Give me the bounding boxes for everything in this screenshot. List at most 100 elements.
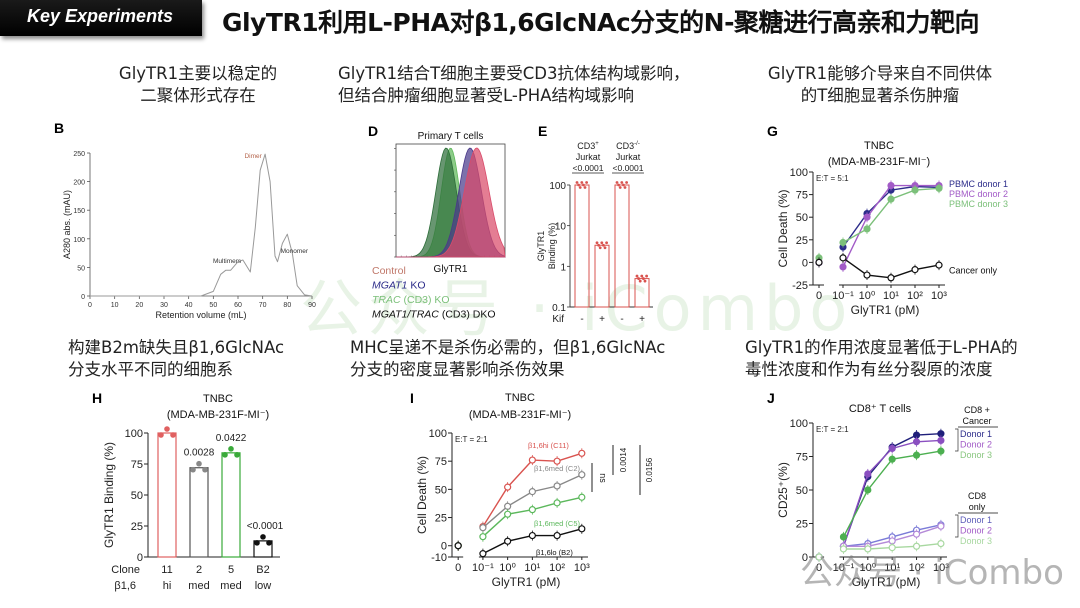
data-point bbox=[553, 457, 561, 465]
caption-line: GlyTR1主要以稳定的 bbox=[118, 64, 278, 83]
y-tick-label: 250 bbox=[73, 151, 85, 158]
data-point bbox=[504, 537, 512, 545]
annotation-multimers: Multimers bbox=[213, 258, 242, 265]
y-tick-label: 100 bbox=[73, 237, 85, 244]
y-tick-label: 200 bbox=[73, 180, 85, 187]
data-point bbox=[864, 486, 872, 494]
data-point bbox=[637, 277, 640, 280]
data-point bbox=[839, 254, 847, 262]
bar bbox=[614, 184, 630, 308]
data-point bbox=[911, 186, 919, 194]
data-point bbox=[595, 241, 599, 245]
data-point bbox=[887, 274, 895, 282]
y-axis-label: Cell Death (%) bbox=[776, 189, 790, 267]
legend-item: PBMC donor 2 bbox=[949, 189, 1008, 199]
y-tick-label: 150 bbox=[73, 208, 85, 215]
data-point bbox=[864, 545, 872, 553]
y-tick-label: 100 bbox=[790, 167, 808, 179]
x-tick-label: + bbox=[639, 314, 645, 325]
row-label: Kif bbox=[552, 314, 564, 325]
caption-line: 二聚体形式存在 bbox=[140, 86, 256, 105]
data-point bbox=[839, 533, 848, 541]
y-tick-label: -10 bbox=[431, 552, 447, 564]
legend-item: Donor 1 bbox=[960, 515, 992, 525]
data-point bbox=[622, 183, 625, 187]
x-tick-label: 70 bbox=[259, 302, 267, 309]
y-tick-label: 1 bbox=[560, 262, 566, 273]
x-tick-label: 90 bbox=[308, 302, 316, 309]
caption-bottom-right: GlyTR1的作用浓度显著低于L-PHA的 毒性浓度和作为有丝分裂原的浓度 bbox=[745, 337, 1018, 381]
data-point bbox=[254, 540, 260, 546]
series-label: β1,6lo (B2) bbox=[536, 548, 573, 557]
bar bbox=[157, 432, 177, 558]
data-point bbox=[603, 246, 607, 250]
y-tick-label: 10 bbox=[555, 222, 567, 233]
data-point bbox=[454, 542, 462, 550]
data-point bbox=[937, 522, 945, 530]
y-tick-label: 50 bbox=[435, 484, 447, 496]
p-value: 0.0028 bbox=[184, 448, 215, 459]
panel-label: H bbox=[92, 390, 102, 406]
chart-panel-e: E CD3+Jurkat<0.0001CD3-/-Jurkat<0.00010.… bbox=[536, 123, 653, 325]
x-tick-label: 80 bbox=[283, 302, 291, 309]
data-point bbox=[643, 279, 647, 283]
x-tick-label: 60 bbox=[234, 302, 242, 309]
panel-label: E bbox=[538, 123, 547, 139]
beta-level-label: med bbox=[220, 580, 241, 592]
legend-item: MGAT1/TRAC (CD3) DKO bbox=[372, 309, 496, 321]
legend-item: TRAC (CD3) KO bbox=[372, 294, 450, 306]
bar bbox=[594, 244, 610, 308]
data-point bbox=[228, 446, 234, 452]
legend-item: Donor 3 bbox=[960, 450, 992, 460]
data-point bbox=[577, 183, 580, 187]
x-tick-label: 10⁻¹ bbox=[472, 562, 494, 574]
caption-line: GlyTR1的作用浓度显著低于L-PHA的 bbox=[745, 338, 1018, 357]
data-point bbox=[888, 444, 896, 453]
significance-ns: ns bbox=[598, 473, 608, 483]
x-tick-label: 10¹ bbox=[883, 290, 899, 302]
chart-panel-g: G TNBC (MDA-MB-231F-MI⁻) -25 0 25 50 75 100 0 10⁻… bbox=[767, 123, 1008, 317]
data-point bbox=[578, 493, 586, 501]
legend-item-cancer-only: Cancer only bbox=[949, 266, 998, 276]
y-tick-label: 50 bbox=[77, 265, 85, 272]
data-point bbox=[937, 447, 945, 455]
y-tick-label: -25 bbox=[792, 280, 808, 292]
x-tick-label: 10⁻¹ bbox=[832, 290, 854, 302]
data-point bbox=[504, 502, 512, 510]
group-label: CD3+ bbox=[577, 141, 599, 151]
data-point bbox=[839, 263, 847, 271]
caption-line: 分支水平不同的细胞系 bbox=[68, 360, 233, 379]
x-tick-label: - bbox=[580, 314, 583, 325]
data-point bbox=[266, 540, 272, 546]
annotation-monomer: Monomer bbox=[281, 248, 309, 255]
data-point bbox=[578, 525, 586, 533]
x-tick-label: 10⁰ bbox=[499, 562, 516, 574]
x-axis-label: GlyTR1 (pM) bbox=[851, 303, 920, 317]
x-tick-label: 0 bbox=[88, 302, 92, 309]
series-label: β1,6hi (C11) bbox=[528, 441, 569, 450]
data-point bbox=[887, 195, 895, 203]
caption-line: GlyTR1能够介导来自不同供体 bbox=[767, 64, 993, 83]
data-point bbox=[597, 243, 600, 247]
legend-group-title: only bbox=[969, 502, 986, 512]
data-point bbox=[912, 542, 921, 550]
data-point bbox=[598, 246, 602, 250]
chart-title: CD8⁺ T cells bbox=[849, 403, 912, 415]
data-point bbox=[615, 181, 619, 184]
legend-item: Donor 3 bbox=[960, 536, 992, 546]
data-point bbox=[605, 241, 608, 245]
group-label: CD3-/- bbox=[616, 141, 640, 151]
watermark: 公众号 · iCombo bbox=[300, 272, 854, 345]
y-axis-label: CD25⁺(%) bbox=[776, 462, 790, 518]
data-point bbox=[635, 274, 639, 278]
data-point bbox=[578, 471, 586, 479]
histogram-3 bbox=[396, 147, 506, 258]
y-axis-label-1: GlyTR1 bbox=[536, 231, 546, 262]
clone-label: B2 bbox=[256, 564, 269, 576]
data-point bbox=[164, 426, 170, 432]
annotation-dimer: Dimer bbox=[244, 153, 262, 160]
page-title: GlyTR1利用L-PHA对β1,6GlcNAc分支的N-聚糖进行高亲和力靶向 bbox=[222, 8, 979, 37]
y-tick-label: 50 bbox=[796, 485, 808, 497]
series-label: β1,6med (C2) bbox=[534, 464, 580, 473]
